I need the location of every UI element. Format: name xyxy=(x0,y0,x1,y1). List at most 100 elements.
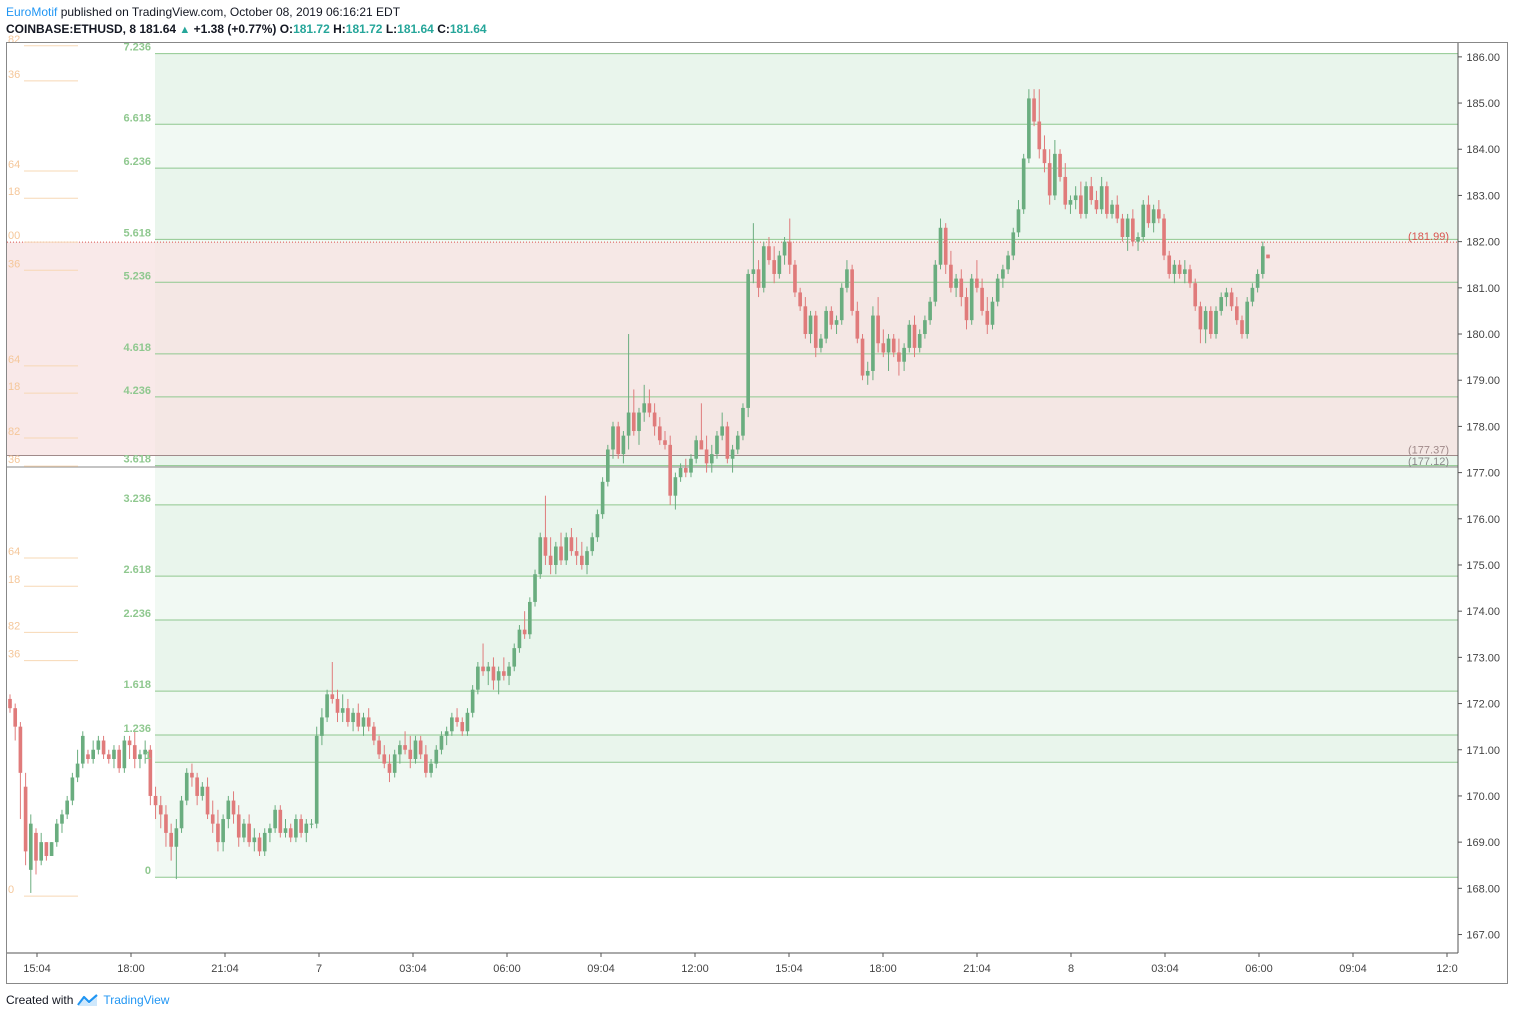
candle-body xyxy=(730,449,735,459)
candle-body xyxy=(1099,186,1104,210)
candle-body xyxy=(304,823,309,833)
candle-body xyxy=(179,800,184,829)
candle-body xyxy=(554,546,558,565)
author-link[interactable]: EuroMotif xyxy=(6,5,58,19)
candle-body xyxy=(366,717,371,727)
candle-body xyxy=(1001,269,1005,279)
candle-body xyxy=(990,301,995,325)
candle-body xyxy=(1027,98,1031,159)
candle-body xyxy=(995,278,1000,302)
candle-body xyxy=(1250,287,1255,302)
candle-body xyxy=(356,712,361,727)
time-tick-label: 03:04 xyxy=(1151,963,1179,975)
candle-body xyxy=(741,407,745,436)
candle-body xyxy=(772,260,776,274)
created-with-text: Created with xyxy=(6,993,74,1007)
candle-body xyxy=(975,278,979,288)
fib-label: 3.236 xyxy=(123,493,151,505)
candle-body xyxy=(1151,209,1156,224)
ghost-fib-label: 36 xyxy=(8,258,20,270)
fib-zone xyxy=(155,124,1458,169)
candle-body xyxy=(470,689,475,713)
candle-body xyxy=(522,629,527,635)
tradingview-logo-icon xyxy=(77,994,99,1006)
candle-body xyxy=(455,717,459,723)
candle-body xyxy=(1058,153,1062,177)
candle-body xyxy=(1167,255,1172,274)
price-tick-label: 179.00 xyxy=(1466,375,1500,387)
candle-body xyxy=(678,467,683,478)
candle-body xyxy=(559,546,563,561)
candle-body xyxy=(1136,237,1140,242)
up-triangle-icon: ▲ xyxy=(179,24,191,36)
price-tick-label: 185.00 xyxy=(1466,98,1500,110)
candle-body xyxy=(210,814,215,824)
candle-body xyxy=(382,754,387,764)
candle-body xyxy=(528,601,532,635)
candle-body xyxy=(652,412,657,427)
candle-body xyxy=(949,264,953,288)
candle-body xyxy=(299,819,303,833)
candle-body xyxy=(86,754,90,759)
candle-body xyxy=(392,754,397,773)
time-tick-label: 18:00 xyxy=(869,963,897,975)
fib-zone xyxy=(155,53,1458,125)
candle-body xyxy=(413,740,418,759)
fib-zones xyxy=(7,53,1458,878)
pink-zone xyxy=(7,242,1458,456)
candle-body xyxy=(767,246,771,261)
candle-body xyxy=(891,338,896,353)
candle-body xyxy=(1073,195,1078,201)
symbol-legend: COINBASE:ETHUSD, 8 181.64 ▲ +1.38 (+0.77… xyxy=(6,22,487,36)
candle-body xyxy=(325,694,329,718)
candle-body xyxy=(1266,254,1270,259)
ghost-fib-label: 0 xyxy=(8,884,14,896)
candle-body xyxy=(1105,186,1109,214)
tradingview-brand[interactable]: TradingView xyxy=(103,993,170,1007)
candle-body xyxy=(735,435,740,450)
candle-body xyxy=(70,777,75,801)
time-tick-label: 06:00 xyxy=(1245,963,1273,975)
candle-body xyxy=(273,809,277,829)
candle-body xyxy=(195,777,199,796)
price-tick-label: 172.00 xyxy=(1466,699,1500,711)
symbol-label[interactable]: COINBASE:ETHUSD, 8 xyxy=(6,22,137,36)
candle-body xyxy=(850,269,854,311)
candle-body xyxy=(548,555,553,565)
candle-body xyxy=(398,745,402,755)
candle-body xyxy=(387,763,392,773)
fib-label: 1.618 xyxy=(123,679,151,691)
candle-body xyxy=(704,449,709,464)
candles xyxy=(8,89,1270,893)
time-tick-label: 12:00 xyxy=(681,963,709,975)
time-tick-label: 12:0 xyxy=(1436,963,1457,975)
candle-body xyxy=(252,837,257,843)
candle-body xyxy=(39,842,44,861)
ghost-fib-label: 82 xyxy=(8,426,20,438)
candle-body xyxy=(876,315,880,344)
candle-body xyxy=(834,320,839,325)
candle-body xyxy=(1047,163,1052,196)
candle-body xyxy=(1094,200,1099,210)
candle-body xyxy=(190,772,194,778)
candle-body xyxy=(80,735,85,764)
candle-body xyxy=(663,440,667,445)
candle-body xyxy=(424,754,428,773)
candle-body xyxy=(106,754,111,759)
candle-body xyxy=(564,537,569,561)
candle-body xyxy=(408,749,413,759)
candle-body xyxy=(917,334,922,348)
horizontal-mark-label: (177.37) xyxy=(1408,445,1449,457)
candle-body xyxy=(1011,232,1016,256)
candle-body xyxy=(512,648,517,667)
candle-body xyxy=(1219,297,1224,311)
ghost-fib-label: 00 xyxy=(8,230,20,242)
candle-body xyxy=(803,306,808,335)
candle-body xyxy=(543,537,548,556)
ghost-fib-label: 18 xyxy=(8,381,20,393)
price-tick-label: 167.00 xyxy=(1466,930,1500,942)
horizontal-mark-label: (177.12) xyxy=(1408,456,1449,468)
candle-body xyxy=(75,763,80,778)
fib-label: 2.236 xyxy=(123,608,151,620)
